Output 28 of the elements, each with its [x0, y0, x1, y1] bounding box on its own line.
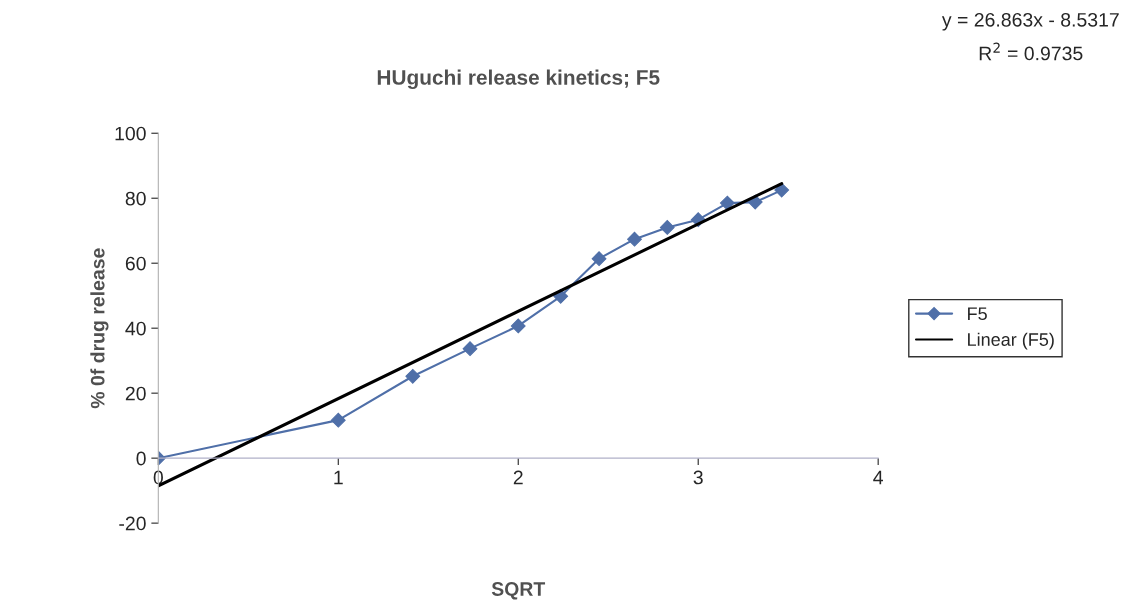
- y-tick-label: -20: [119, 516, 146, 531]
- y-tick-label: 0: [136, 451, 146, 466]
- y-tick-label: 60: [125, 256, 146, 271]
- x-axis-title: SQRT: [491, 582, 546, 600]
- x-tick-label: 3: [693, 470, 703, 485]
- point: [591, 251, 607, 267]
- point: [510, 318, 526, 334]
- point: [462, 341, 478, 357]
- y-tick-label: 20: [125, 386, 146, 401]
- point: [627, 231, 642, 247]
- x-tick-label: 0: [153, 470, 163, 485]
- y-tick-label: 80: [125, 191, 146, 206]
- chart-title: HUguchi release kinetics; F5: [377, 69, 660, 90]
- point: [405, 368, 421, 384]
- point: [659, 220, 675, 235]
- point: [774, 182, 790, 198]
- legend-label: Linear (F5): [968, 332, 1054, 350]
- x-tick-label: 2: [513, 470, 523, 485]
- point: [719, 195, 735, 211]
- y-tick-label: 100: [115, 126, 146, 141]
- y-tick-label: 40: [125, 321, 146, 336]
- legend-label: F5: [968, 307, 987, 321]
- x-tick-label: 4: [873, 470, 884, 485]
- point: [330, 412, 346, 428]
- x-tick-label: 1: [334, 470, 343, 485]
- text: R$^{2}$ = 0.9735: [979, 42, 1083, 61]
- y-axis-title: % 0f drug release: [90, 248, 109, 409]
- text: y = 26.863x - 8.5317: [941, 12, 1119, 31]
